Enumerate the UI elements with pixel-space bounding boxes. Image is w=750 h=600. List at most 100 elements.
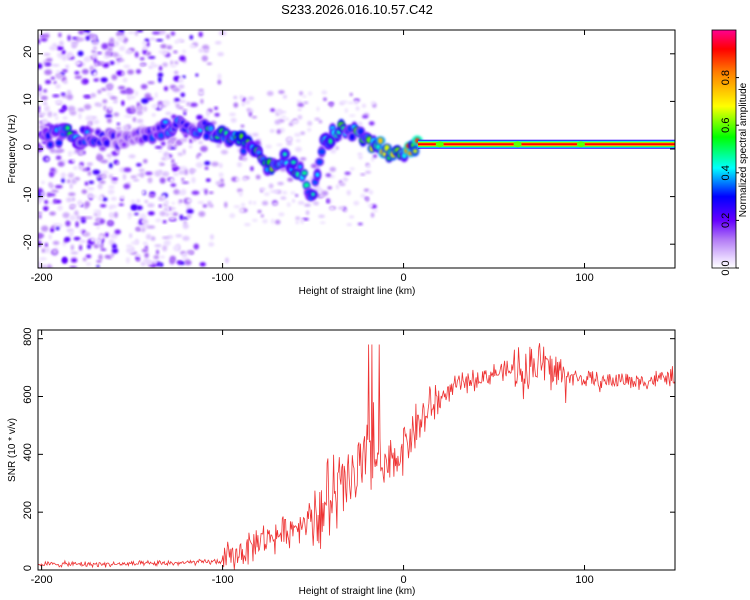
noise-blob — [66, 179, 71, 184]
noise-blob — [93, 78, 99, 82]
noise-blob — [59, 40, 64, 47]
noise-blob — [323, 97, 327, 102]
noise-blob — [87, 244, 92, 250]
noise-blob — [129, 95, 136, 100]
noise-blob — [61, 50, 66, 55]
noise-blob — [338, 206, 345, 210]
noise-blob — [159, 255, 166, 259]
noise-blob — [198, 88, 204, 92]
spectrogram-y-ticks: -20 -10 0 10 20 — [22, 46, 675, 250]
noise-blob — [71, 197, 76, 202]
noise-blob — [94, 102, 100, 107]
noise-blob — [182, 216, 189, 220]
ridge-blob — [315, 172, 320, 178]
noise-blob — [91, 50, 96, 53]
noise-blob — [224, 201, 228, 208]
noise-blob — [163, 86, 169, 92]
noise-blob — [214, 106, 218, 110]
noise-blob — [54, 72, 63, 79]
noise-blob — [217, 73, 222, 80]
noise-blob — [104, 254, 111, 259]
noise-blob — [198, 48, 204, 53]
noise-blob — [241, 202, 246, 208]
noise-blob — [191, 190, 200, 195]
noise-blob — [277, 181, 284, 186]
noise-blob — [282, 94, 287, 99]
noise-blob — [38, 240, 42, 247]
noise-blob — [150, 236, 156, 241]
noise-blob — [178, 84, 185, 89]
noise-blob — [255, 174, 261, 180]
noise-blob — [284, 117, 290, 121]
noise-blob — [100, 159, 109, 164]
noise-blob — [136, 199, 140, 204]
noise-blob — [139, 171, 145, 178]
noise-blob — [162, 220, 167, 224]
noise-blob — [90, 93, 97, 98]
noise-blob — [130, 241, 139, 245]
noise-blob — [169, 211, 173, 215]
noise-blob — [142, 45, 148, 50]
noise-blob — [142, 49, 148, 55]
noise-blob — [214, 41, 222, 45]
noise-blob — [93, 222, 100, 226]
noise-blob — [147, 203, 155, 208]
noise-blob — [296, 99, 302, 104]
noise-blob — [52, 249, 58, 255]
noise-blob — [104, 50, 112, 57]
noise-blob — [51, 225, 55, 229]
noise-blob — [93, 212, 99, 217]
noise-blob — [167, 145, 171, 150]
noise-blob — [329, 206, 335, 211]
noise-blob — [151, 103, 159, 109]
noise-blob — [85, 254, 92, 259]
noise-blob — [326, 200, 330, 204]
noise-blob — [85, 35, 90, 41]
colorbar-tick-label: 0.4 — [720, 165, 732, 180]
carrier-node — [435, 141, 444, 148]
noise-blob — [150, 61, 155, 66]
noise-blob — [278, 118, 285, 123]
noise-blob — [140, 218, 149, 225]
noise-blob — [61, 69, 68, 73]
noise-blob — [96, 155, 103, 161]
noise-blob — [153, 254, 160, 260]
noise-blob — [108, 106, 113, 111]
noise-blob — [189, 34, 194, 40]
noise-blob — [204, 160, 211, 166]
noise-blob — [125, 49, 133, 55]
noise-blob — [140, 84, 148, 90]
noise-blob — [112, 52, 119, 58]
noise-blob — [286, 142, 293, 146]
noise-blob — [145, 233, 152, 240]
noise-blob — [54, 184, 63, 189]
noise-blob — [130, 204, 138, 211]
noise-blob — [78, 239, 87, 243]
noise-blob — [160, 44, 167, 49]
noise-blob — [81, 68, 89, 75]
ridge-blob — [318, 149, 326, 155]
noise-blob — [215, 181, 222, 185]
noise-blob — [83, 56, 91, 63]
noise-blob — [70, 216, 75, 221]
noise-blob — [78, 164, 83, 171]
noise-blob — [162, 100, 171, 106]
noise-blob — [127, 31, 136, 34]
noise-blob — [329, 166, 337, 172]
noise-blob — [48, 182, 53, 187]
noise-blob — [241, 156, 248, 161]
noise-blob — [177, 106, 184, 110]
noise-blob — [152, 260, 159, 264]
noise-blob — [147, 225, 156, 229]
noise-blob — [99, 204, 107, 208]
noise-blob — [97, 183, 103, 190]
noise-blob — [54, 99, 63, 105]
noise-blob — [195, 162, 204, 168]
noise-blob — [93, 119, 100, 125]
noise-blob — [295, 146, 302, 153]
noise-blob — [165, 155, 171, 160]
noise-blob — [58, 32, 62, 38]
noise-blob — [278, 90, 285, 94]
noise-blob — [279, 110, 287, 114]
noise-blob — [41, 248, 45, 253]
